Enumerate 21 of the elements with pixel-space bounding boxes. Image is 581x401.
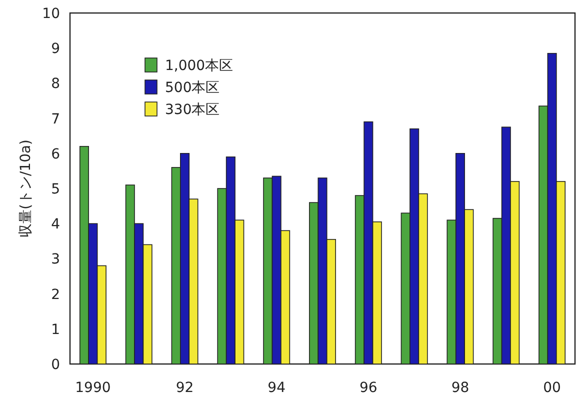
y-axis-title: 収量(トン/10a) bbox=[18, 139, 34, 238]
y-tick-label: 2 bbox=[51, 286, 60, 303]
y-tick-label: 7 bbox=[51, 111, 60, 128]
y-tick-label: 1 bbox=[51, 322, 60, 338]
y-tick-label: 3 bbox=[51, 252, 60, 268]
x-tick-label: 1990 bbox=[75, 380, 111, 396]
y-tick-label: 6 bbox=[51, 146, 60, 162]
legend-label: 500本区 bbox=[165, 80, 220, 96]
x-tick-label: 94 bbox=[268, 380, 286, 396]
y-tick-label: 10 bbox=[42, 6, 60, 22]
x-tick-label: 96 bbox=[359, 380, 378, 396]
y-tick-label: 9 bbox=[51, 41, 60, 58]
y-tick-label: 8 bbox=[51, 76, 60, 92]
legend-label: 330本区 bbox=[165, 102, 220, 118]
x-tick-label: 98 bbox=[451, 380, 470, 396]
x-tick-label: 00 bbox=[543, 380, 561, 396]
y-tick-label: 4 bbox=[51, 216, 60, 233]
legend-label: 1,000本区 bbox=[165, 58, 234, 74]
y-tick-label: 5 bbox=[51, 182, 60, 198]
x-tick-label: 92 bbox=[176, 380, 194, 396]
y-tick-label: 0 bbox=[51, 357, 60, 373]
